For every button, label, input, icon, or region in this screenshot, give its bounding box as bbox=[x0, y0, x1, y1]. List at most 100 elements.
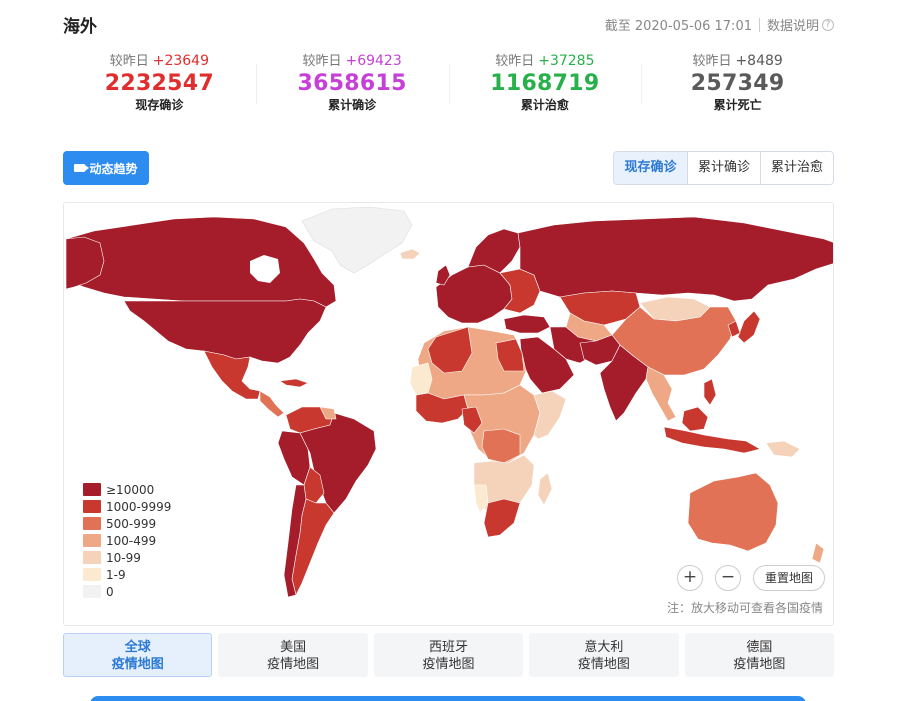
map-region-australia[interactable] bbox=[687, 472, 779, 552]
legend-item: 0 bbox=[83, 583, 171, 600]
map-region-philippines[interactable] bbox=[703, 378, 717, 406]
legend-swatch bbox=[83, 551, 101, 564]
legend-item: 10-99 bbox=[83, 549, 171, 566]
tab-sublabel: 疫情地图 bbox=[111, 657, 164, 672]
tab-sublabel: 疫情地图 bbox=[577, 657, 630, 672]
legend-label: 10-99 bbox=[106, 550, 141, 565]
map-region-dr-congo[interactable] bbox=[481, 428, 521, 464]
header-meta: 截至 2020-05-06 17:01 数据说明 ? bbox=[605, 15, 834, 34]
map-region-guianas[interactable] bbox=[319, 406, 337, 420]
legend-swatch bbox=[83, 568, 101, 581]
delta-label: 较昨日 bbox=[109, 54, 149, 69]
map-region-greenland[interactable] bbox=[301, 206, 413, 274]
map-region-madagascar[interactable] bbox=[537, 472, 553, 506]
map-region-new-zealand[interactable] bbox=[811, 542, 825, 564]
tab-total-recovered[interactable]: 累计治愈 bbox=[760, 152, 833, 184]
world-map-panel[interactable]: ≥10000 1000-9999 500-999 100-499 10-99 1… bbox=[63, 202, 834, 626]
tab-label: 德国 bbox=[746, 640, 773, 655]
tab-germany-map[interactable]: 德国 疫情地图 bbox=[684, 633, 835, 677]
tab-label: 西班牙 bbox=[429, 640, 469, 655]
zoom-out-button[interactable]: − bbox=[715, 565, 741, 591]
legend-swatch bbox=[83, 500, 101, 513]
legend-item: ≥10000 bbox=[83, 481, 171, 498]
stat-label: 累计治愈 bbox=[520, 98, 569, 112]
legend-item: 500-999 bbox=[83, 515, 171, 532]
delta-label: 较昨日 bbox=[495, 54, 535, 69]
tab-italy-map[interactable]: 意大利 疫情地图 bbox=[529, 633, 679, 677]
map-region-cameroon[interactable] bbox=[461, 406, 483, 434]
map-region-central-america[interactable] bbox=[259, 390, 285, 418]
map-region-egypt[interactable] bbox=[495, 338, 525, 372]
legend-label: 1000-9999 bbox=[106, 499, 172, 514]
legend-item: 1000-9999 bbox=[83, 498, 171, 515]
map-region-india[interactable] bbox=[599, 344, 649, 422]
map-legend: ≥10000 1000-9999 500-999 100-499 10-99 1… bbox=[83, 481, 171, 600]
question-mark-icon[interactable]: ? bbox=[822, 18, 834, 31]
update-timestamp: 截至 2020-05-06 17:01 bbox=[604, 19, 752, 34]
delta-label: 较昨日 bbox=[302, 54, 342, 69]
map-region-papua[interactable] bbox=[765, 440, 801, 458]
stats-row: 较昨日 +23649 2232547 现存确诊 较昨日 +69423 3658615… bbox=[63, 52, 834, 122]
tab-spain-map[interactable]: 西班牙 疫情地图 bbox=[373, 633, 524, 677]
map-region-east-africa[interactable] bbox=[533, 390, 567, 440]
map-region-southeast-asia[interactable] bbox=[645, 366, 677, 422]
map-region-algeria-morocco[interactable] bbox=[427, 326, 473, 374]
stat-value: 2232547 bbox=[104, 71, 214, 96]
data-description-link[interactable]: 数据说明 bbox=[766, 19, 819, 34]
map-region-indonesia[interactable] bbox=[663, 426, 761, 454]
bottom-action-bar[interactable] bbox=[90, 696, 806, 701]
legend-swatch bbox=[83, 534, 101, 547]
stat-label: 现存确诊 bbox=[135, 98, 184, 112]
map-region-usa[interactable] bbox=[123, 298, 327, 364]
tab-total-confirmed[interactable]: 累计确诊 bbox=[687, 152, 760, 184]
stat-value: 1168719 bbox=[490, 71, 600, 96]
map-region-alaska[interactable] bbox=[65, 236, 105, 290]
stat-total-confirmed: 较昨日 +69423 3658615 累计确诊 bbox=[255, 52, 449, 122]
dynamic-trend-button[interactable]: 动态趋势 bbox=[63, 151, 149, 185]
page-title: 海外 bbox=[63, 17, 97, 37]
map-region-chile[interactable] bbox=[283, 484, 307, 598]
map-region-borneo[interactable] bbox=[681, 406, 709, 432]
map-region-korea[interactable] bbox=[727, 320, 741, 338]
tab-current-confirmed[interactable]: 现存确诊 bbox=[614, 152, 687, 184]
delta-value: +69423 bbox=[345, 53, 402, 69]
world-map[interactable] bbox=[64, 203, 834, 626]
map-region-japan[interactable] bbox=[737, 310, 761, 344]
delta-value: +37285 bbox=[538, 53, 595, 69]
stat-total-recovered: 较昨日 +37285 1168719 累计治愈 bbox=[448, 52, 642, 122]
map-region-mauritania[interactable] bbox=[409, 362, 433, 396]
legend-item: 1-9 bbox=[83, 566, 171, 583]
video-camera-icon bbox=[74, 164, 90, 172]
map-region-south-africa[interactable] bbox=[483, 498, 521, 538]
legend-label: ≥10000 bbox=[106, 482, 155, 497]
map-region-canada[interactable] bbox=[65, 216, 337, 308]
tab-sublabel: 疫情地图 bbox=[422, 657, 475, 672]
stat-label: 累计确诊 bbox=[328, 98, 377, 112]
map-region-hudson-bay bbox=[250, 255, 280, 283]
reset-map-button[interactable]: 重置地图 bbox=[753, 565, 825, 591]
map-region-caribbean[interactable] bbox=[279, 378, 309, 388]
stat-value: 3658615 bbox=[297, 71, 407, 96]
legend-swatch bbox=[83, 517, 101, 530]
delta-label: 较昨日 bbox=[692, 54, 732, 69]
map-region-uk[interactable] bbox=[435, 264, 451, 286]
tab-usa-map[interactable]: 美国 疫情地图 bbox=[218, 633, 368, 677]
zoom-in-button[interactable]: + bbox=[677, 565, 703, 591]
tab-sublabel: 疫情地图 bbox=[267, 657, 320, 672]
legend-label: 0 bbox=[106, 584, 114, 599]
map-region-turkey[interactable] bbox=[503, 314, 551, 334]
map-region-namibia[interactable] bbox=[473, 484, 489, 514]
delta-value: +23649 bbox=[152, 53, 210, 69]
page-header: 海外 截至 2020-05-06 17:01 数据说明 ? bbox=[63, 10, 834, 38]
tab-label: 美国 bbox=[280, 640, 307, 655]
stat-label: 累计死亡 bbox=[713, 98, 762, 112]
map-region-russia[interactable] bbox=[517, 216, 834, 302]
tab-label: 意大利 bbox=[584, 640, 624, 655]
tab-global-map[interactable]: 全球 疫情地图 bbox=[63, 633, 213, 677]
tab-label: 全球 bbox=[124, 640, 151, 655]
map-region-mexico[interactable] bbox=[203, 350, 261, 400]
legend-swatch bbox=[83, 483, 101, 496]
delta-value: +8489 bbox=[735, 53, 783, 69]
legend-item: 100-499 bbox=[83, 532, 171, 549]
map-region-iceland[interactable] bbox=[399, 248, 421, 260]
